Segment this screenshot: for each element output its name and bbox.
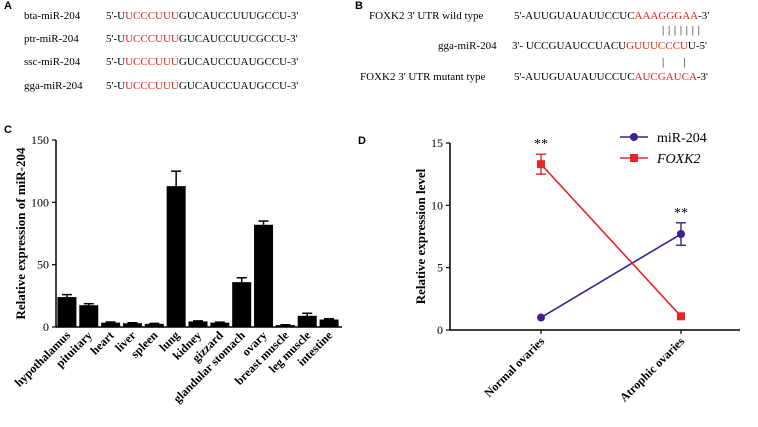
seq-text: 3'- UCCGUAUCCUACUGUUUCCCUU-5' [512, 40, 707, 52]
y-axis-label: Relative expression level [413, 168, 428, 304]
seq-name: FOXK2 3' UTR mutant type [360, 71, 486, 83]
legend-marker [630, 133, 638, 141]
series-line [540, 163, 682, 317]
y-tick-label: 100 [31, 195, 49, 209]
seq-text: 5'-UUCCCUUUGUCAUCCUUCGCCU-3' [106, 33, 298, 45]
seq-name: ptr-miR-204 [24, 33, 79, 45]
bar [166, 186, 186, 327]
y-tick-label: 150 [31, 133, 49, 147]
bar [319, 319, 339, 327]
y-tick-label: 5 [437, 261, 443, 275]
data-point [537, 160, 545, 169]
legend-label: FOXK2 [656, 152, 701, 167]
seq-name: FOXK2 3' UTR wild type [369, 10, 484, 22]
bar [275, 325, 295, 327]
panel-label-c: C [4, 124, 12, 136]
data-point [537, 313, 545, 322]
bar [188, 321, 208, 327]
bar [232, 282, 252, 327]
bar [297, 315, 317, 327]
legend-marker [630, 154, 638, 162]
y-axis-label: Relative expression of miR-204 [13, 147, 28, 319]
y-tick-label: 50 [37, 258, 49, 272]
seq-name: gga-miR-204 [438, 40, 497, 52]
data-point [677, 312, 685, 321]
pairing-marks: | | | | | | | [662, 24, 701, 36]
seq-name: ssc-miR-204 [24, 56, 81, 68]
seq-text: 5'-UUCCCUUUGUCAUCCUUUGCCU-3' [106, 10, 299, 22]
significance-marker: ** [534, 137, 548, 152]
x-tick-label: Normal ovaries [481, 334, 547, 400]
bar [57, 297, 77, 327]
y-tick-label: 15 [431, 136, 443, 150]
bar [122, 323, 142, 327]
y-tick-label: 10 [431, 198, 443, 212]
seq-text: 5'-UUCCCUUUGUCAUCCUAUGCCU-3' [106, 56, 299, 68]
x-tick-label: Atrophic ovaries [617, 334, 688, 405]
seq-text: 5'-AUUGUAUAUUCCUCAAAGGGAA-3' [514, 10, 710, 22]
significance-marker: ** [674, 206, 688, 221]
bar [79, 305, 99, 327]
mutant-marks: | | [662, 56, 686, 68]
series-line [540, 233, 682, 319]
panel-label-b: B [355, 0, 363, 12]
panel-label-d: D [358, 135, 366, 147]
bar [210, 322, 230, 327]
y-tick-label: 0 [43, 320, 49, 334]
bar [254, 224, 274, 327]
seq-text: 5'-AUUGUAUAUUCCUCAUCGAUCA-3' [514, 71, 709, 83]
bar [144, 323, 164, 327]
seq-name: gga-miR-204 [24, 80, 83, 92]
y-tick-label: 0 [437, 323, 443, 337]
data-point [677, 230, 685, 239]
seq-text: 5'-UUCCCUUUGUCAUCCUAUGCCU-3' [106, 80, 299, 92]
legend-label: miR-204 [657, 131, 707, 146]
panel-label-a: A [4, 0, 12, 12]
bar [101, 322, 121, 327]
seq-name: bta-miR-204 [24, 10, 81, 22]
